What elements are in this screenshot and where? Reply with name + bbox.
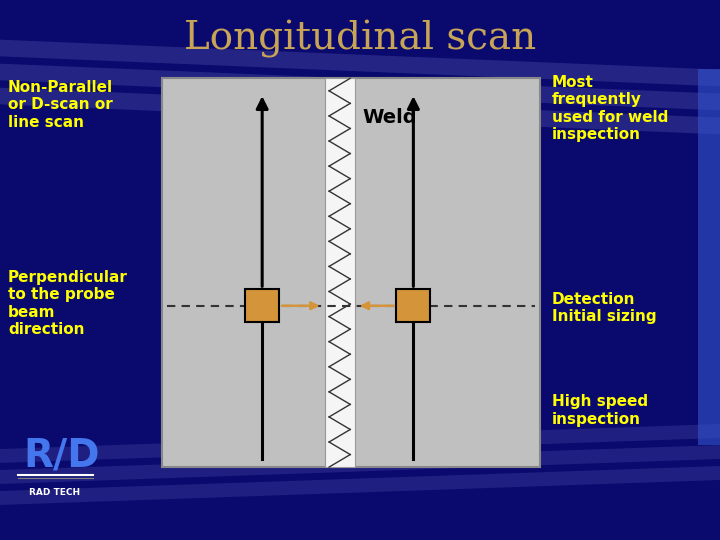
Text: R/D: R/D [23,436,99,474]
Text: Most
frequently
used for weld
inspection: Most frequently used for weld inspection [552,75,668,142]
Bar [325,78,355,467]
Text: Longitudinal scan: Longitudinal scan [184,20,536,58]
Text: High speed
inspection: High speed inspection [552,394,648,427]
Text: RAD TECH: RAD TECH [30,488,81,497]
Text: Perpendicular
to the probe
beam
direction: Perpendicular to the probe beam directio… [8,270,128,337]
Text: Detection
Initial sizing: Detection Initial sizing [552,292,657,324]
Bar [162,78,540,467]
Text: Weld: Weld [363,109,418,127]
Bar [396,289,431,322]
Text: Non-Parallel
or D-scan or
line scan: Non-Parallel or D-scan or line scan [8,80,113,130]
Bar [245,289,279,322]
